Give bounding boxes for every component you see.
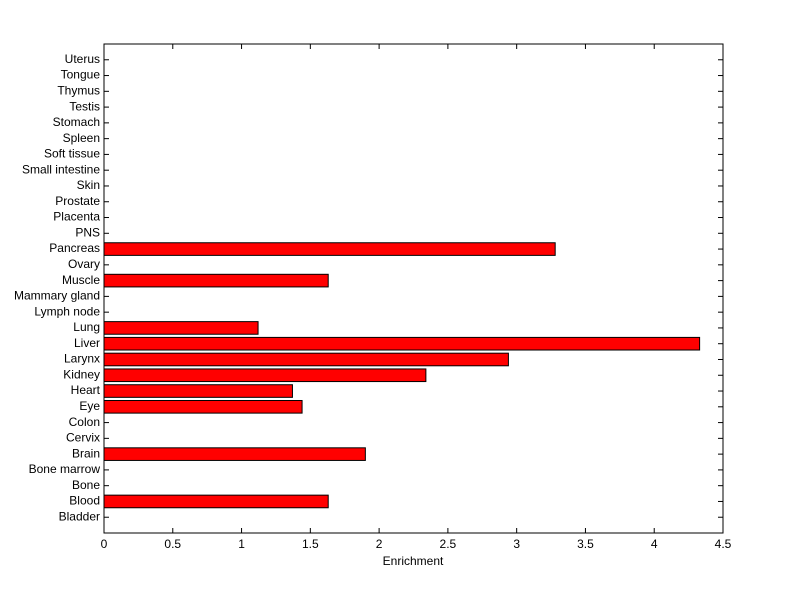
y-tick-label: Colon xyxy=(69,415,100,429)
x-tick-label: 0.5 xyxy=(164,537,181,551)
y-tick-label: Bladder xyxy=(59,509,100,523)
y-tick-label: Ovary xyxy=(68,257,100,271)
y-tick-label: Blood xyxy=(69,494,100,508)
x-tick-label: 3.5 xyxy=(577,537,594,551)
bar xyxy=(103,242,556,256)
x-tick-label: 3 xyxy=(513,537,520,551)
y-tick-label: Liver xyxy=(74,336,100,350)
y-tick-label: Prostate xyxy=(55,194,100,208)
y-tick-label: Bone xyxy=(72,478,100,492)
y-tick-label: Cervix xyxy=(66,431,100,445)
x-axis-label: Enrichment xyxy=(383,554,444,568)
y-tick-label: Uterus xyxy=(65,52,100,66)
y-tick-label: Placenta xyxy=(53,210,100,224)
bar xyxy=(103,384,293,398)
y-tick-label: Bone marrow xyxy=(29,462,101,476)
bar xyxy=(103,368,427,383)
bar xyxy=(103,321,259,335)
y-tick-label: Heart xyxy=(71,383,101,397)
y-tick-label: Thymus xyxy=(57,83,100,97)
bar xyxy=(103,273,329,288)
y-tick-label: Tongue xyxy=(61,68,101,82)
x-tick-label: 0 xyxy=(101,537,108,551)
y-tick-label: Muscle xyxy=(62,273,100,287)
y-tick-label: Eye xyxy=(79,399,100,413)
y-tick-label: Mammary gland xyxy=(14,289,100,303)
y-tick-label: Testis xyxy=(69,99,100,113)
bar xyxy=(103,336,701,351)
x-tick-label: 4.5 xyxy=(715,537,732,551)
y-tick-label: Spleen xyxy=(63,131,100,145)
y-tick-label: Lymph node xyxy=(34,304,100,318)
bar xyxy=(103,494,329,509)
y-tick-label: Pancreas xyxy=(49,241,100,255)
y-tick-label: PNS xyxy=(75,225,100,239)
y-tick-label: Kidney xyxy=(63,367,100,381)
y-tick-label: Brain xyxy=(72,446,100,460)
y-tick-label: Soft tissue xyxy=(44,147,100,161)
y-tick-label: Stomach xyxy=(53,115,100,129)
y-tick-label: Lung xyxy=(73,320,100,334)
y-tick-label: Skin xyxy=(77,178,100,192)
y-tick-label: Larynx xyxy=(64,352,100,366)
x-tick-label: 1.5 xyxy=(302,537,319,551)
x-tick-label: 4 xyxy=(651,537,658,551)
bar xyxy=(103,399,303,414)
x-tick-label: 2 xyxy=(376,537,383,551)
bar xyxy=(103,352,509,367)
y-tick-label: Small intestine xyxy=(22,162,100,176)
bar xyxy=(103,447,366,461)
x-tick-label: 2.5 xyxy=(440,537,457,551)
x-tick-label: 1 xyxy=(238,537,245,551)
